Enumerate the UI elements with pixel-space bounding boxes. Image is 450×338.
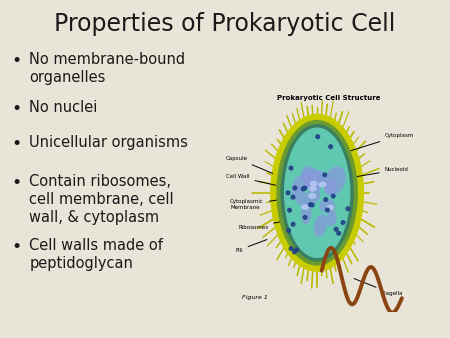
Circle shape	[341, 221, 345, 224]
Circle shape	[289, 247, 293, 250]
Circle shape	[293, 186, 297, 190]
Text: Pili: Pili	[235, 240, 267, 252]
Circle shape	[287, 229, 290, 233]
Ellipse shape	[309, 186, 317, 192]
Text: No nuclei: No nuclei	[29, 100, 98, 115]
Ellipse shape	[319, 182, 326, 187]
Text: Ribosomes: Ribosomes	[238, 221, 286, 230]
Ellipse shape	[292, 173, 312, 191]
Circle shape	[303, 216, 307, 219]
Text: •: •	[11, 52, 22, 70]
Circle shape	[292, 250, 296, 254]
Text: Cell Wall: Cell Wall	[226, 174, 276, 185]
Circle shape	[303, 186, 306, 190]
Circle shape	[309, 203, 312, 207]
Circle shape	[337, 232, 341, 235]
Text: Properties of Prokaryotic Cell: Properties of Prokaryotic Cell	[54, 12, 396, 36]
Text: Cytoplasm: Cytoplasm	[351, 133, 414, 151]
Circle shape	[334, 227, 338, 231]
Ellipse shape	[310, 170, 328, 187]
Ellipse shape	[301, 202, 311, 224]
Text: Figure 1: Figure 1	[242, 295, 268, 300]
Ellipse shape	[310, 181, 318, 186]
Circle shape	[286, 191, 290, 195]
Text: Nucleoid: Nucleoid	[331, 167, 409, 181]
Text: •: •	[11, 174, 22, 192]
Text: •: •	[11, 135, 22, 153]
Ellipse shape	[270, 114, 364, 272]
Ellipse shape	[320, 199, 335, 213]
Circle shape	[289, 166, 293, 170]
Ellipse shape	[302, 166, 323, 191]
Ellipse shape	[276, 120, 358, 266]
Text: Cell walls made of
peptidoglycan: Cell walls made of peptidoglycan	[29, 238, 163, 271]
Ellipse shape	[308, 193, 316, 199]
Circle shape	[291, 222, 295, 226]
Circle shape	[291, 195, 295, 199]
Ellipse shape	[314, 214, 327, 237]
Circle shape	[346, 207, 350, 211]
Text: Capsule: Capsule	[226, 156, 273, 173]
Ellipse shape	[324, 166, 346, 195]
Circle shape	[324, 198, 328, 201]
Text: •: •	[11, 100, 22, 118]
Text: Flagella: Flagella	[354, 279, 403, 296]
Circle shape	[288, 209, 292, 212]
Ellipse shape	[307, 187, 320, 203]
Ellipse shape	[303, 169, 315, 190]
Ellipse shape	[326, 205, 334, 211]
Circle shape	[302, 187, 305, 191]
Ellipse shape	[301, 204, 309, 210]
Circle shape	[331, 194, 335, 198]
Ellipse shape	[291, 185, 308, 207]
Text: Cytoplasmic
Membrane: Cytoplasmic Membrane	[230, 199, 278, 210]
Circle shape	[310, 203, 314, 207]
Ellipse shape	[284, 127, 351, 258]
Circle shape	[329, 145, 333, 148]
Ellipse shape	[280, 124, 354, 262]
Text: No membrane-bound
organelles: No membrane-bound organelles	[29, 52, 185, 86]
Circle shape	[295, 248, 298, 252]
Text: •: •	[11, 238, 22, 256]
Circle shape	[316, 135, 320, 139]
Circle shape	[323, 173, 327, 177]
Text: Prokaryotic Cell Structure: Prokaryotic Cell Structure	[277, 95, 380, 101]
Text: Unicellular organisms: Unicellular organisms	[29, 135, 188, 150]
Ellipse shape	[324, 178, 337, 195]
Circle shape	[325, 208, 329, 212]
Ellipse shape	[327, 211, 337, 226]
Text: Contain ribosomes,
cell membrane, cell
wall, & cytoplasm: Contain ribosomes, cell membrane, cell w…	[29, 174, 174, 225]
